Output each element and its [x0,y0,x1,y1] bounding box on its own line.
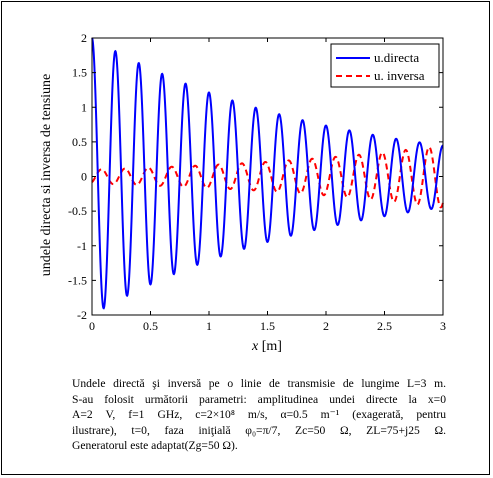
legend: u.directa u. inversa [330,43,440,88]
x-tick-label: 1.5 [260,319,275,333]
x-tick-label: 2 [323,319,329,333]
x-axis-label-var: x [251,339,259,354]
x-tick-label: 0 [89,319,95,333]
y-tick-label: -1 [77,239,87,253]
y-tick-label: 1.5 [72,66,87,80]
legend-box [330,43,440,88]
y-tick-label: 1 [81,100,87,114]
y-tick-label: -0.5 [68,204,87,218]
x-tick-label: 3 [440,319,446,333]
caption-line-3: A=2 V, f=1 GHz, c=2×10⁸ m/s, α=0.5 m⁻¹ (… [72,408,446,422]
y-axis-label: undele directa si inversa de tensiune [39,74,54,277]
y-tick-label: -2 [77,308,87,322]
series-line-directa [91,37,444,310]
y-tick-label: 2 [81,31,87,45]
x-tick-label: 0.5 [143,319,158,333]
x-tick-label: 2.5 [377,319,392,333]
figure-caption: Undele directă şi inversă pe o linie de … [72,376,446,454]
caption-line-1: Undele directă şi inversă pe o linie de … [72,377,446,390]
caption-line-4: ilustrare), t=0, faza iniţială φ₀=π/7, Z… [72,423,446,437]
caption-line-5: Generatorul este adaptat(Zg=50 Ω). [72,439,238,453]
y-tick-label: 0.5 [72,135,87,149]
y-tick-label: 0 [81,170,87,184]
x-axis-label: x [m] [251,339,282,354]
legend-label-inversa: u. inversa [374,68,425,83]
series-line-inversa [91,146,444,209]
y-tick-label: -1.5 [68,273,87,287]
legend-label-directa: u.directa [374,50,419,65]
x-tick-label: 1 [206,319,212,333]
caption-line-2: S-au folosit următorii parametri: amplit… [72,392,446,406]
x-axis-label-unit: [m] [262,339,282,354]
